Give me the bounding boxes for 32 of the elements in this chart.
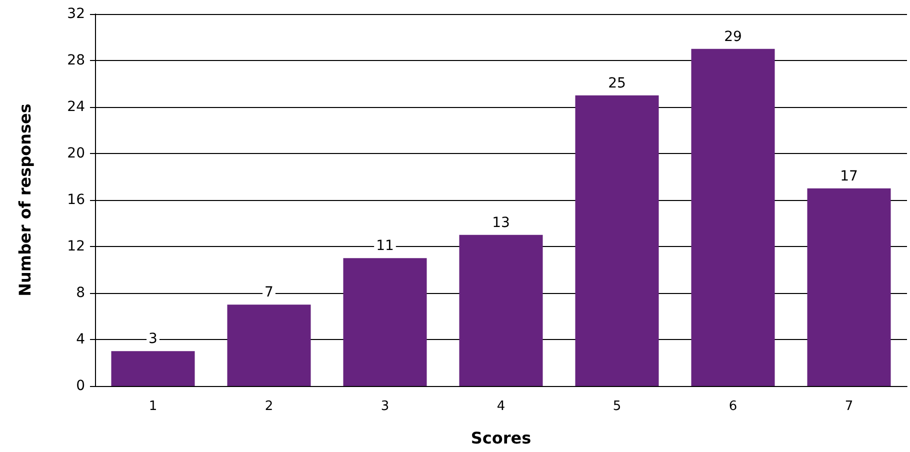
y-tick-label: 16 xyxy=(67,192,86,208)
y-tick-label: 20 xyxy=(67,146,85,162)
x-tick-label: 6 xyxy=(728,399,738,414)
data-label: 13 xyxy=(492,214,510,231)
data-label: 29 xyxy=(724,28,742,45)
y-axis-title: Number of responses xyxy=(16,104,34,296)
bar xyxy=(691,48,775,386)
y-tick-label: 32 xyxy=(67,6,85,22)
bar xyxy=(343,258,427,386)
bar xyxy=(111,351,195,386)
x-tick-label: 1 xyxy=(148,399,158,414)
x-tick-label: 4 xyxy=(496,399,506,414)
y-tick-label: 8 xyxy=(76,285,85,301)
data-label: 7 xyxy=(264,284,274,301)
y-tick-label: 12 xyxy=(67,238,85,254)
data-label: 11 xyxy=(376,238,394,254)
bar xyxy=(227,304,311,386)
x-tick-label: 5 xyxy=(612,399,622,414)
x-axis-title: Scores xyxy=(470,428,532,448)
data-label: 3 xyxy=(148,331,158,348)
y-tick-label: 24 xyxy=(67,99,86,115)
x-tick-label: 7 xyxy=(844,399,854,414)
x-tick-label: 2 xyxy=(264,399,274,414)
bar xyxy=(459,234,543,386)
bar xyxy=(575,95,659,386)
y-tick-label: 28 xyxy=(67,52,85,68)
y-tick-label: 0 xyxy=(76,378,85,394)
bar xyxy=(807,188,891,386)
data-label: 17 xyxy=(840,168,858,184)
y-tick-label: 4 xyxy=(76,332,86,348)
data-label: 25 xyxy=(608,75,626,92)
x-tick-label: 3 xyxy=(380,399,390,414)
